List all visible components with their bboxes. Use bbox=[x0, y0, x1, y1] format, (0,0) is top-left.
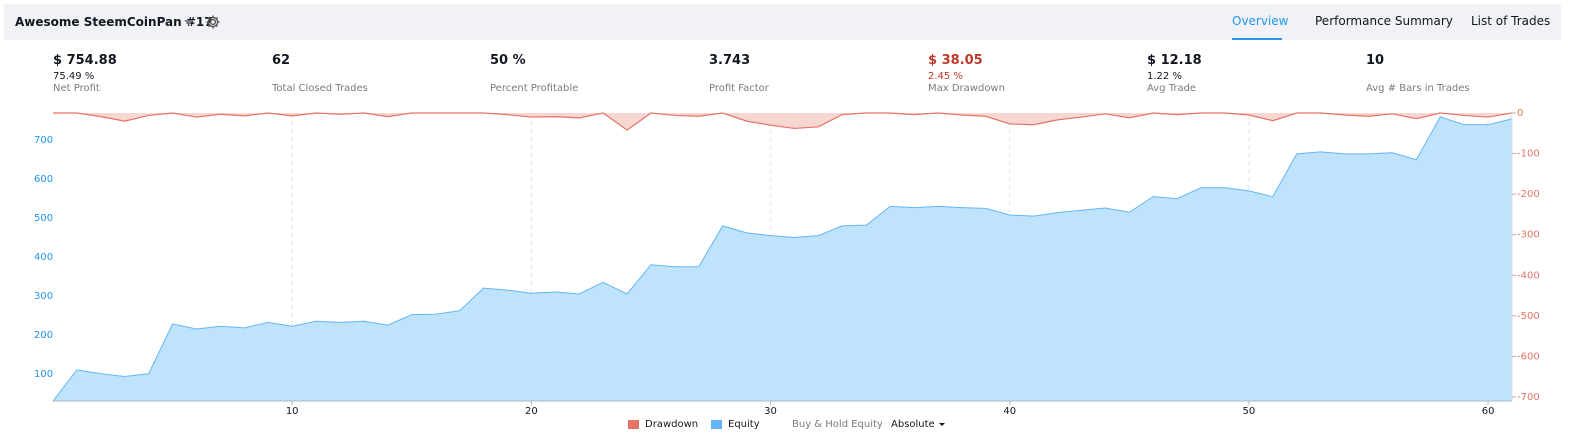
stat-value: $ 12.18 bbox=[1147, 53, 1202, 68]
mode-selector-label: Absolute bbox=[891, 419, 935, 430]
left-tick-label: 700 bbox=[34, 135, 53, 146]
stat-percent bbox=[490, 71, 578, 83]
stat-profit-factor: 3.743 Profit Factor bbox=[709, 53, 769, 95]
equity-line bbox=[52, 116, 1513, 402]
x-tick-label: 40 bbox=[1003, 406, 1016, 414]
strategy-header: Awesome SteemCoinPan #17 Overview Perfor… bbox=[4, 4, 1561, 40]
stat-net-profit: $ 754.88 75.49 % Net Profit bbox=[53, 53, 117, 95]
tab-list-of-trades[interactable]: List of Trades bbox=[1471, 14, 1551, 28]
drawdown-line bbox=[53, 112, 1513, 131]
equity-drawdown-chart[interactable]: 10 20 30 40 50 60 100 200 300 400 500 600 700 0 -100 -2… bbox=[0, 104, 1573, 414]
legend-equity-label: Equity bbox=[728, 419, 760, 430]
stat-value: $ 754.88 bbox=[53, 53, 117, 68]
stat-total-closed-trades: 62 Total Closed Trades bbox=[272, 53, 368, 95]
right-tick-label: -100 bbox=[1517, 149, 1540, 160]
equity-area bbox=[53, 116, 1512, 401]
right-tick-label: -600 bbox=[1517, 351, 1540, 362]
stat-label: Max Drawdown bbox=[928, 83, 1005, 94]
right-tick-label: -200 bbox=[1517, 189, 1540, 200]
stat-value: 10 bbox=[1366, 53, 1385, 68]
caret-down-icon bbox=[938, 422, 945, 426]
right-tick-label: -400 bbox=[1517, 270, 1540, 281]
stat-value: $ 38.05 bbox=[928, 53, 983, 68]
stat-label: Avg # Bars in Trades bbox=[1366, 83, 1470, 94]
stat-label: Net Profit bbox=[53, 83, 100, 94]
right-tick-label: -300 bbox=[1517, 230, 1540, 241]
right-tick-label: 0 bbox=[1517, 108, 1523, 119]
stat-percent bbox=[1366, 71, 1470, 83]
equity-swatch bbox=[711, 419, 722, 429]
stat-max-drawdown: $ 38.05 2.45 % Max Drawdown bbox=[928, 53, 1005, 95]
x-tick-label: 60 bbox=[1482, 406, 1495, 414]
legend-drawdown-label: Drawdown bbox=[645, 419, 699, 430]
x-tick-label: 10 bbox=[286, 406, 299, 414]
chevron-down-icon[interactable] bbox=[184, 20, 194, 25]
drawdown-area bbox=[53, 113, 1512, 131]
drawdown-swatch bbox=[628, 419, 639, 429]
x-tick-label: 20 bbox=[525, 406, 538, 414]
left-tick-label: 100 bbox=[34, 369, 53, 380]
legend-buy-hold-equity[interactable]: Buy & Hold Equity bbox=[792, 419, 883, 430]
right-tick-label: -700 bbox=[1517, 392, 1540, 403]
left-tick-label: 300 bbox=[34, 291, 53, 302]
stat-percent bbox=[709, 71, 769, 83]
legend-equity[interactable]: Equity bbox=[711, 419, 760, 430]
stat-percent: 75.49 % bbox=[53, 71, 95, 82]
stat-percent: 1.22 % bbox=[1147, 71, 1182, 82]
left-tick-label: 400 bbox=[34, 252, 53, 263]
right-tick-label: -500 bbox=[1517, 311, 1540, 322]
stat-value: 3.743 bbox=[709, 53, 751, 68]
stat-percent: 2.45 % bbox=[928, 71, 963, 82]
legend-buy-hold-label: Buy & Hold Equity bbox=[792, 419, 883, 430]
strategy-name[interactable]: Awesome SteemCoinPan #17 bbox=[15, 15, 213, 29]
stat-percent bbox=[272, 71, 368, 83]
tab-performance-summary[interactable]: Performance Summary bbox=[1315, 14, 1453, 28]
left-tick-label: 600 bbox=[34, 174, 53, 185]
stat-label: Avg Trade bbox=[1147, 83, 1197, 94]
legend-drawdown[interactable]: Drawdown bbox=[628, 419, 698, 430]
stat-value: 50 % bbox=[490, 53, 526, 68]
x-tick-label: 30 bbox=[764, 406, 777, 414]
stat-label: Percent Profitable bbox=[490, 83, 579, 94]
left-tick-label: 200 bbox=[34, 330, 53, 341]
tab-overview[interactable]: Overview bbox=[1232, 14, 1289, 28]
stat-label: Total Closed Trades bbox=[272, 83, 368, 94]
gear-icon[interactable] bbox=[205, 14, 221, 30]
stat-avg-trade: $ 12.18 1.22 % Avg Trade bbox=[1147, 53, 1202, 95]
stat-value: 62 bbox=[272, 53, 291, 68]
stat-avg-bars-in-trades: 10 Avg # Bars in Trades bbox=[1366, 53, 1470, 95]
stat-percent-profitable: 50 % Percent Profitable bbox=[490, 53, 578, 95]
stat-label: Profit Factor bbox=[709, 83, 769, 94]
active-tab-indicator bbox=[1232, 38, 1282, 40]
mode-selector[interactable]: Absolute bbox=[891, 419, 945, 430]
left-tick-label: 500 bbox=[34, 213, 53, 224]
x-tick-label: 50 bbox=[1243, 406, 1256, 414]
